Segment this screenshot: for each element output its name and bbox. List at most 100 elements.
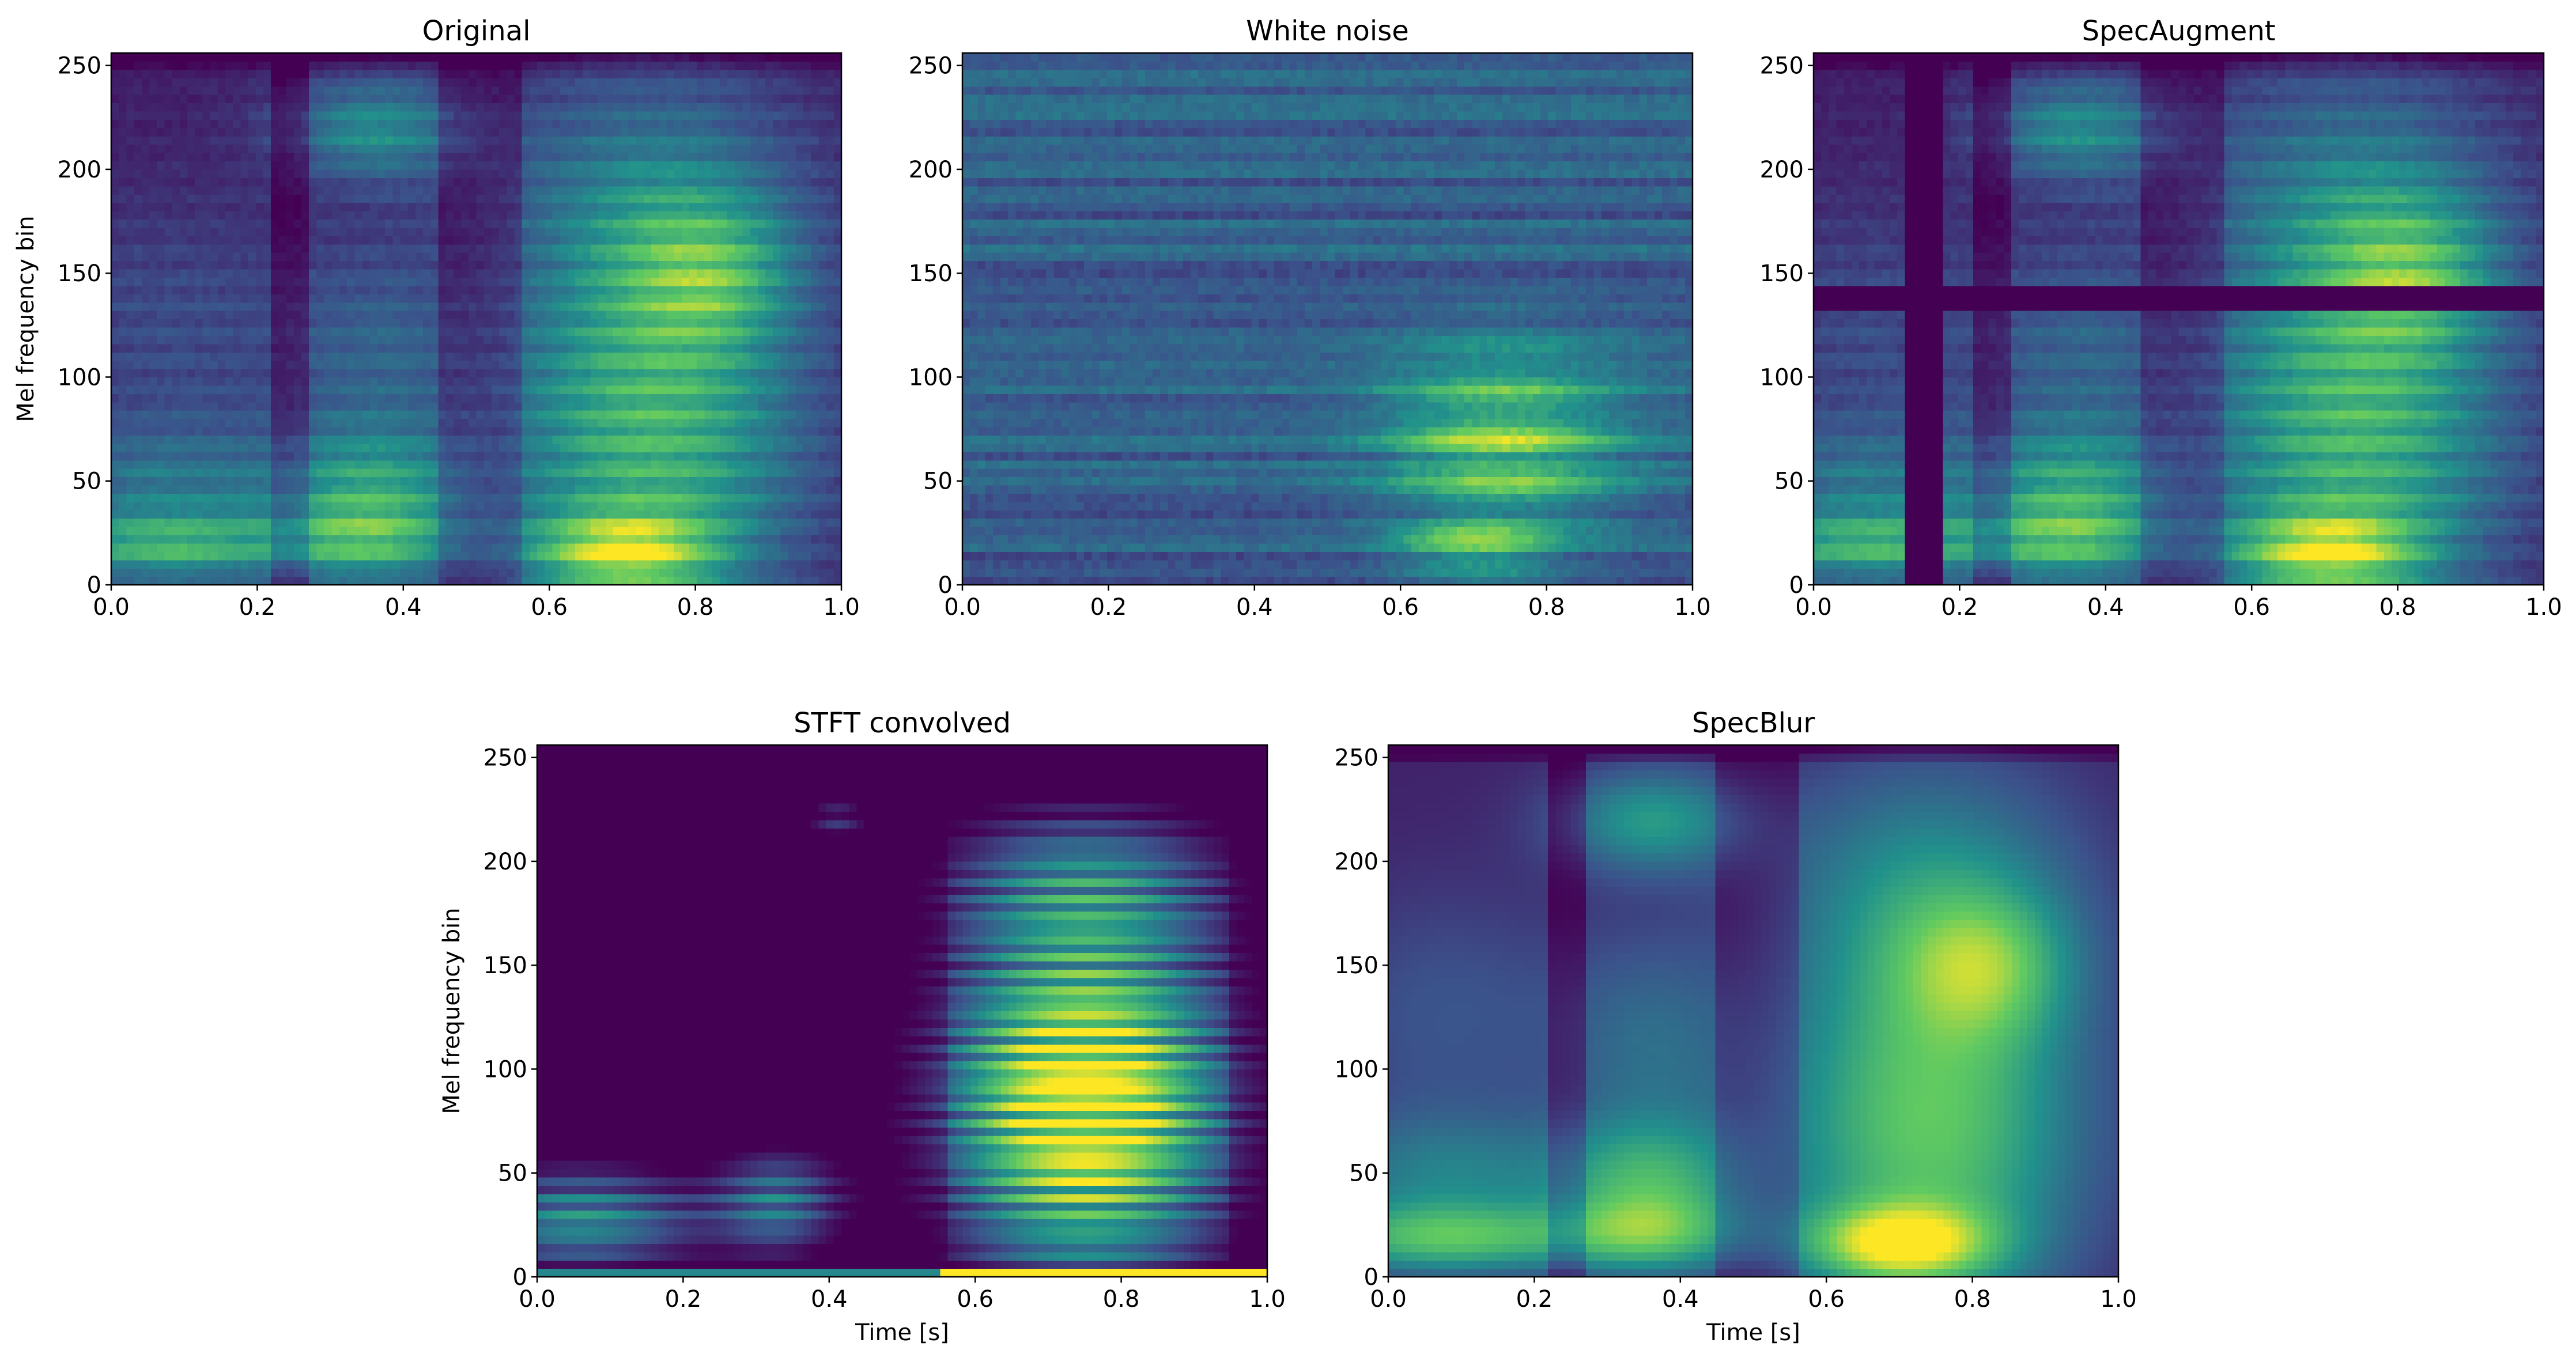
heatmap-cell [134, 252, 142, 262]
heatmap-cell [309, 153, 317, 162]
heatmap-cell [583, 377, 591, 386]
heatmap-cell [423, 252, 431, 262]
heatmap-cell [613, 269, 621, 278]
heatmap-cell [400, 127, 409, 137]
heatmap-cell [392, 559, 401, 569]
heatmap-cell [271, 485, 279, 494]
heatmap-cell [643, 335, 652, 345]
heatmap-cell [605, 161, 614, 170]
heatmap-cell [461, 460, 469, 469]
heatmap-cell [628, 219, 637, 228]
heatmap-cell [689, 460, 697, 469]
heatmap-cell [195, 369, 203, 378]
heatmap-cell [392, 260, 401, 270]
heatmap-cell [407, 86, 416, 95]
heatmap-cell [545, 103, 553, 112]
heatmap-cell [119, 460, 127, 469]
heatmap-cell [286, 527, 294, 536]
heatmap-cell [537, 369, 545, 378]
heatmap-cell [430, 111, 439, 120]
heatmap-cell [157, 202, 165, 211]
heatmap-cell [187, 153, 195, 162]
heatmap-cell [339, 443, 348, 452]
heatmap-cell [354, 535, 363, 544]
heatmap-cell [210, 78, 218, 87]
heatmap-cell [233, 335, 241, 345]
heatmap-cell [134, 385, 142, 394]
heatmap-cell [149, 576, 157, 585]
heatmap-cell [423, 69, 431, 78]
heatmap-cell [445, 219, 454, 228]
heatmap-cell [187, 144, 195, 153]
heatmap-cell [248, 551, 256, 561]
heatmap-cell [134, 169, 142, 178]
heatmap-cell [187, 86, 195, 95]
heatmap-cell [119, 127, 127, 137]
heatmap-cell [331, 285, 340, 294]
heatmap-cell [621, 236, 629, 245]
heatmap-cell [445, 410, 454, 419]
heatmap-cell [331, 543, 340, 552]
heatmap-cell [529, 103, 538, 112]
heatmap-cell [643, 269, 652, 278]
heatmap-cell [339, 252, 348, 262]
heatmap-cell [271, 136, 279, 145]
heatmap-cell [552, 86, 561, 95]
heatmap-cell [149, 177, 157, 187]
heatmap-cell [293, 452, 302, 461]
heatmap-cell [271, 385, 279, 394]
heatmap-cell [643, 277, 652, 286]
heatmap-cell [362, 211, 371, 220]
heatmap-cell [316, 418, 325, 428]
heatmap-cell [453, 343, 462, 353]
heatmap-cell [430, 194, 439, 203]
heatmap-cell [210, 501, 218, 511]
heatmap-cell [217, 385, 226, 394]
heatmap-cell [697, 202, 705, 211]
heatmap-cell [598, 369, 606, 378]
heatmap-cell [491, 418, 500, 428]
heatmap-cell [111, 244, 119, 253]
heatmap-cell [605, 418, 614, 428]
heatmap-cell [484, 327, 492, 336]
heatmap-cell [141, 294, 150, 303]
heatmap-cell [134, 277, 142, 286]
heatmap-cell [438, 576, 447, 585]
heatmap-cell [210, 169, 218, 178]
heatmap-cell [179, 510, 188, 519]
heatmap-cell [331, 236, 340, 245]
heatmap-cell [301, 285, 309, 294]
heatmap-cell [134, 86, 142, 95]
heatmap-cell [681, 402, 690, 411]
heatmap-cell [590, 211, 599, 220]
heatmap-cell [392, 576, 401, 585]
heatmap-cell [567, 535, 576, 544]
heatmap-cell [674, 543, 682, 552]
heatmap-cell [484, 136, 492, 145]
heatmap-cell [286, 202, 294, 211]
heatmap-cell [301, 360, 309, 369]
heatmap-cell [621, 435, 629, 444]
heatmap-cell [674, 559, 682, 569]
heatmap-cell [263, 518, 271, 527]
heatmap-cell [164, 78, 173, 87]
heatmap-cell [514, 402, 523, 411]
heatmap-cell [248, 86, 256, 95]
heatmap-cell [438, 443, 447, 452]
heatmap-cell [681, 169, 690, 178]
heatmap-cell [248, 335, 256, 345]
heatmap-cell [324, 343, 333, 353]
heatmap-cell [126, 127, 135, 137]
heatmap-cell [491, 302, 500, 311]
heatmap-cell [643, 94, 652, 104]
heatmap-cell [453, 311, 462, 320]
heatmap-cell [423, 119, 431, 128]
heatmap-cell [195, 78, 203, 87]
heatmap-cell [286, 169, 294, 178]
heatmap-cell [636, 153, 644, 162]
heatmap-cell [119, 285, 127, 294]
heatmap-cell [347, 211, 355, 220]
heatmap-cell [377, 402, 386, 411]
heatmap-cell [354, 277, 363, 286]
heatmap-cell [377, 277, 386, 286]
